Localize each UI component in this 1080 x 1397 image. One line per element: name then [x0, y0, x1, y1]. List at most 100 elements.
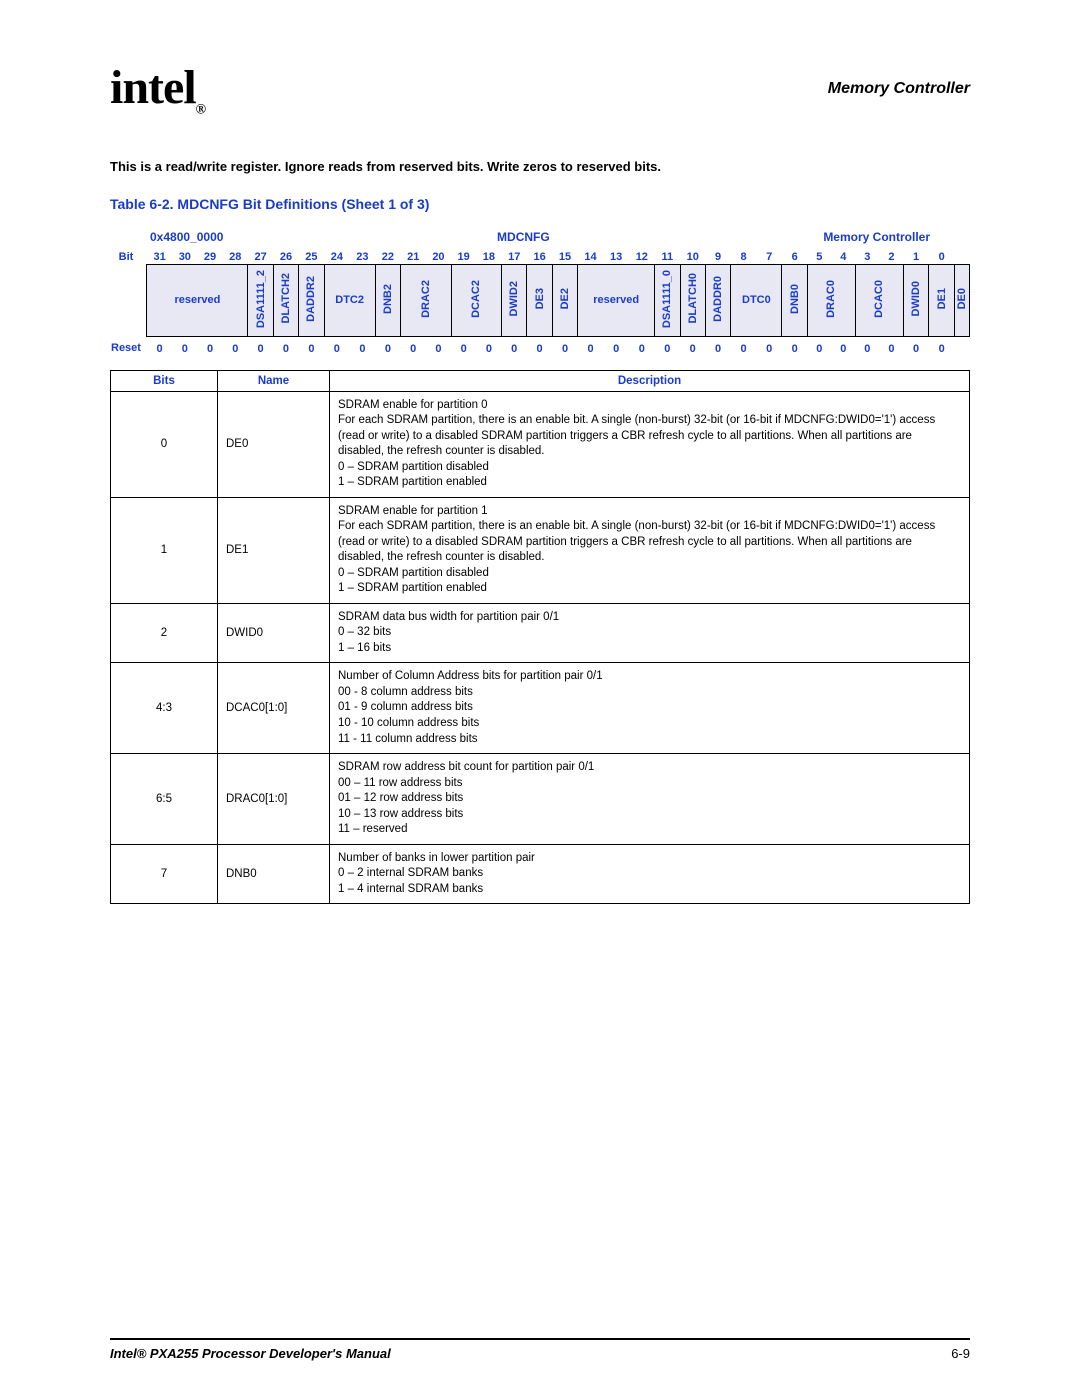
bits-cell: 1	[111, 497, 218, 603]
bitfield-cell: DLATCH2	[273, 264, 298, 336]
reset-value: 0	[350, 336, 376, 356]
reset-value: 0	[578, 336, 604, 356]
bit-number: 15	[552, 250, 577, 265]
footer-right: 6-9	[951, 1346, 970, 1361]
logo-text: intel	[110, 61, 196, 114]
reset-value: 0	[552, 336, 577, 356]
reset-row: Reset 00000000000000000000000000000000	[110, 336, 970, 356]
reset-value: 0	[731, 336, 757, 356]
reset-value: 0	[680, 336, 705, 356]
bit-number: 17	[502, 250, 527, 265]
reset-value: 0	[273, 336, 298, 356]
desc-cell: Number of banks in lower partition pair0…	[330, 844, 970, 904]
bitfield-table: Bit 313029282726252423222120191817161514…	[110, 250, 970, 356]
bitfield-cell: reserved	[578, 264, 655, 336]
field-label: DCAC2	[470, 276, 482, 322]
intel-logo: intel®	[110, 60, 205, 119]
bitfield-cell: DE2	[552, 264, 577, 336]
bit-number-row: Bit 313029282726252423222120191817161514…	[110, 250, 970, 265]
name-cell: DE1	[218, 497, 330, 603]
field-label: DWID2	[508, 277, 520, 320]
name-cell: DE0	[218, 391, 330, 497]
reset-value: 0	[324, 336, 350, 356]
reset-value: 0	[197, 336, 222, 356]
bit-number: 9	[705, 250, 730, 265]
bit-number: 29	[197, 250, 222, 265]
desc-row: 1DE1SDRAM enable for partition 1For each…	[111, 497, 970, 603]
desc-cell: SDRAM enable for partition 0For each SDR…	[330, 391, 970, 497]
reset-value: 0	[782, 336, 807, 356]
bit-number: 10	[680, 250, 705, 265]
bitfield-cell: DRAC0	[807, 264, 855, 336]
col-name-header: Name	[218, 370, 330, 391]
reset-value: 0	[426, 336, 451, 356]
reg-name: MDCNFG	[497, 230, 550, 244]
desc-row: 2DWID0SDRAM data bus width for partition…	[111, 603, 970, 663]
bitfield-cell: DADDR2	[299, 264, 324, 336]
bitfield-cell: DTC0	[731, 264, 782, 336]
field-label: DNB0	[789, 280, 801, 318]
footer-left: Intel® PXA255 Processor Developer's Manu…	[110, 1346, 391, 1361]
field-label: DADDR0	[712, 272, 724, 326]
reset-value: 0	[476, 336, 501, 356]
bit-number: 6	[782, 250, 807, 265]
bit-number: 21	[401, 250, 426, 265]
intro-text: This is a read/write register. Ignore re…	[110, 159, 970, 174]
reset-row-label: Reset	[110, 336, 147, 356]
reset-value: 0	[451, 336, 476, 356]
bitfield-cell: DE1	[929, 264, 955, 336]
bit-number: 31	[147, 250, 172, 265]
bitfield-cell: DADDR0	[705, 264, 730, 336]
bit-number: 11	[655, 250, 680, 265]
desc-cell: Number of Column Address bits for partit…	[330, 663, 970, 754]
bit-number: 16	[527, 250, 552, 265]
register-header: 0x4800_0000 MDCNFG Memory Controller	[150, 230, 930, 244]
bit-number: 27	[248, 250, 273, 265]
bitfield-cell: DWID0	[903, 264, 928, 336]
reset-value: 0	[903, 336, 928, 356]
bit-number: 0	[929, 250, 955, 265]
desc-row: 0DE0SDRAM enable for partition 0For each…	[111, 391, 970, 497]
field-label: DE1	[936, 284, 948, 313]
bit-row-label: Bit	[110, 250, 147, 265]
bit-number: 23	[350, 250, 376, 265]
field-label: DCAC0	[873, 276, 885, 322]
desc-cell: SDRAM row address bit count for partitio…	[330, 754, 970, 845]
bit-number: 12	[629, 250, 655, 265]
desc-cell: SDRAM data bus width for partition pair …	[330, 603, 970, 663]
bitfield-cell: DCAC2	[451, 264, 501, 336]
page: intel® Memory Controller This is a read/…	[0, 0, 1080, 1397]
reset-value: 0	[855, 336, 879, 356]
bits-cell: 4:3	[111, 663, 218, 754]
reset-value: 0	[299, 336, 324, 356]
bit-number: 1	[903, 250, 928, 265]
col-bits-header: Bits	[111, 370, 218, 391]
field-label: DNB2	[382, 280, 394, 318]
name-cell: DRAC0[1:0]	[218, 754, 330, 845]
bit-number: 13	[603, 250, 629, 265]
bitfield-cell: DNB2	[375, 264, 400, 336]
reset-value: 0	[807, 336, 831, 356]
field-label: DRAC0	[825, 276, 837, 322]
bitfield-cell: DTC2	[324, 264, 375, 336]
bits-cell: 7	[111, 844, 218, 904]
desc-body: 0DE0SDRAM enable for partition 0For each…	[111, 391, 970, 903]
reset-value: 0	[705, 336, 730, 356]
reset-value: 0	[223, 336, 248, 356]
field-label: DRAC2	[420, 276, 432, 322]
reg-module: Memory Controller	[823, 230, 930, 244]
field-label: DE0	[956, 284, 968, 313]
desc-cell: SDRAM enable for partition 1For each SDR…	[330, 497, 970, 603]
bit-number: 3	[855, 250, 879, 265]
reset-value: 0	[603, 336, 629, 356]
bitfield-cell: DE0	[955, 264, 970, 336]
bitfield-cell: reserved	[147, 264, 248, 336]
bitfield-cell: DRAC2	[401, 264, 451, 336]
reset-value: 0	[147, 336, 172, 356]
reset-value: 0	[879, 336, 903, 356]
reset-value: 0	[629, 336, 655, 356]
bit-number: 7	[756, 250, 782, 265]
name-cell: DCAC0[1:0]	[218, 663, 330, 754]
desc-row: 7DNB0Number of banks in lower partition …	[111, 844, 970, 904]
field-label: DE2	[559, 284, 571, 313]
